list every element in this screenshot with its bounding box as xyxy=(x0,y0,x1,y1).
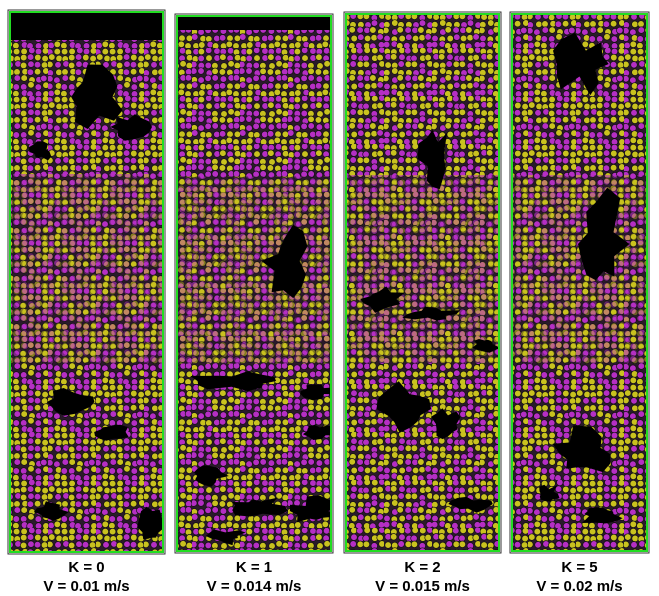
v-label: V = 0.015 m/s xyxy=(375,578,470,595)
particle-field xyxy=(10,12,163,552)
panel-outline xyxy=(174,13,334,554)
void xyxy=(300,384,331,401)
v-label: V = 0.014 m/s xyxy=(207,578,302,595)
void xyxy=(448,496,493,513)
void xyxy=(539,484,560,502)
k-label: K = 1 xyxy=(236,559,272,576)
particle-field xyxy=(512,14,647,551)
empty-top xyxy=(177,16,331,30)
panel-outline xyxy=(509,11,650,554)
void xyxy=(137,506,163,540)
void xyxy=(553,32,609,96)
void xyxy=(376,381,432,433)
particles-overlay xyxy=(346,175,499,364)
panel: K = 1 V = 0.014 m/s xyxy=(174,13,334,595)
particles-overlay xyxy=(10,174,163,363)
void xyxy=(303,425,331,440)
void xyxy=(289,495,331,523)
void xyxy=(190,371,277,392)
void xyxy=(46,388,95,416)
void xyxy=(360,286,405,313)
k-label: K = 0 xyxy=(68,559,104,576)
void xyxy=(232,497,288,517)
void xyxy=(582,507,623,524)
panel: K = 5 V = 0.02 m/s xyxy=(509,11,650,595)
void xyxy=(472,339,499,353)
v-label: V = 0.01 m/s xyxy=(43,578,129,595)
void xyxy=(402,306,460,321)
void xyxy=(417,130,448,190)
particles-overlay xyxy=(177,176,331,364)
panel: K = 2 V = 0.015 m/s xyxy=(343,11,502,595)
panel-outline xyxy=(7,9,166,555)
panel-border xyxy=(9,11,164,553)
void xyxy=(205,529,246,546)
void xyxy=(194,465,229,487)
void xyxy=(261,224,308,299)
v-label: V = 0.02 m/s xyxy=(536,578,622,595)
k-label: K = 5 xyxy=(561,559,597,576)
void xyxy=(28,141,52,161)
void xyxy=(71,64,123,129)
panel-border xyxy=(176,15,332,552)
void xyxy=(431,408,461,440)
particle-field xyxy=(177,16,331,551)
particle-field xyxy=(346,14,499,551)
k-label: K = 2 xyxy=(404,559,440,576)
particles-overlay xyxy=(512,175,647,364)
panel-outline xyxy=(343,11,502,554)
void xyxy=(94,424,129,441)
empty-top xyxy=(10,12,163,40)
void xyxy=(33,501,69,521)
panel-border xyxy=(511,13,648,552)
void xyxy=(552,425,611,473)
panel: K = 0 V = 0.01 m/s xyxy=(7,9,166,595)
void xyxy=(578,187,630,281)
panel-border xyxy=(345,13,500,552)
void xyxy=(110,114,152,141)
